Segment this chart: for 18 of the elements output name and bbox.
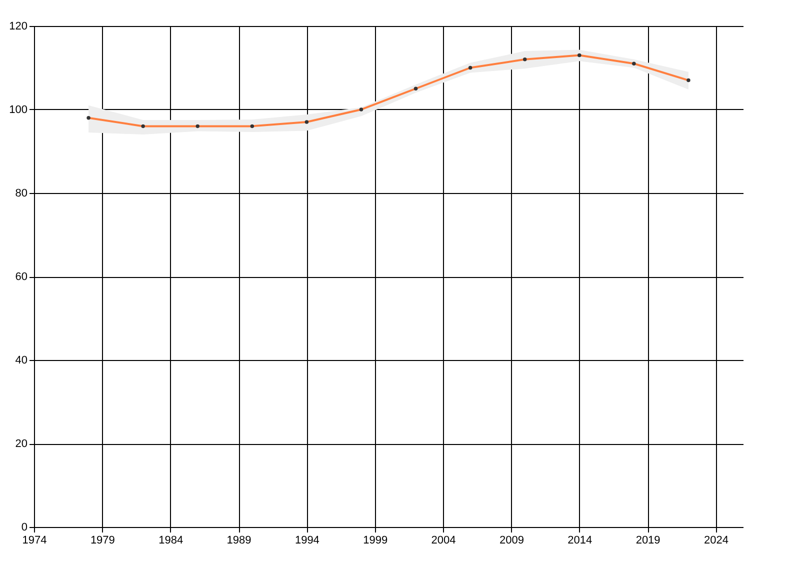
y-tick-label: 60: [15, 271, 28, 283]
x-tick-label: 1979: [90, 534, 115, 546]
x-tick-label: 1984: [158, 534, 184, 546]
y-tick-label: 100: [9, 104, 28, 116]
x-tick-label: 2004: [431, 534, 456, 546]
x-tick-label: 1994: [294, 534, 320, 546]
y-tick-label: 20: [15, 438, 28, 450]
x-tick-label: 2019: [636, 534, 660, 546]
x-tick-label: 2014: [568, 534, 592, 546]
x-tick-label: 1974: [22, 534, 47, 546]
x-tick-label: 1999: [363, 534, 388, 546]
y-tick-label: 40: [15, 354, 28, 366]
x-tick-label: 2009: [499, 534, 524, 546]
y-tick-label: 120: [9, 20, 28, 32]
y-tick-label: 0: [21, 522, 28, 534]
x-tick-label: 1989: [226, 534, 252, 546]
y-tick-label: 80: [15, 188, 28, 200]
x-tick-label: 2024: [704, 534, 728, 546]
